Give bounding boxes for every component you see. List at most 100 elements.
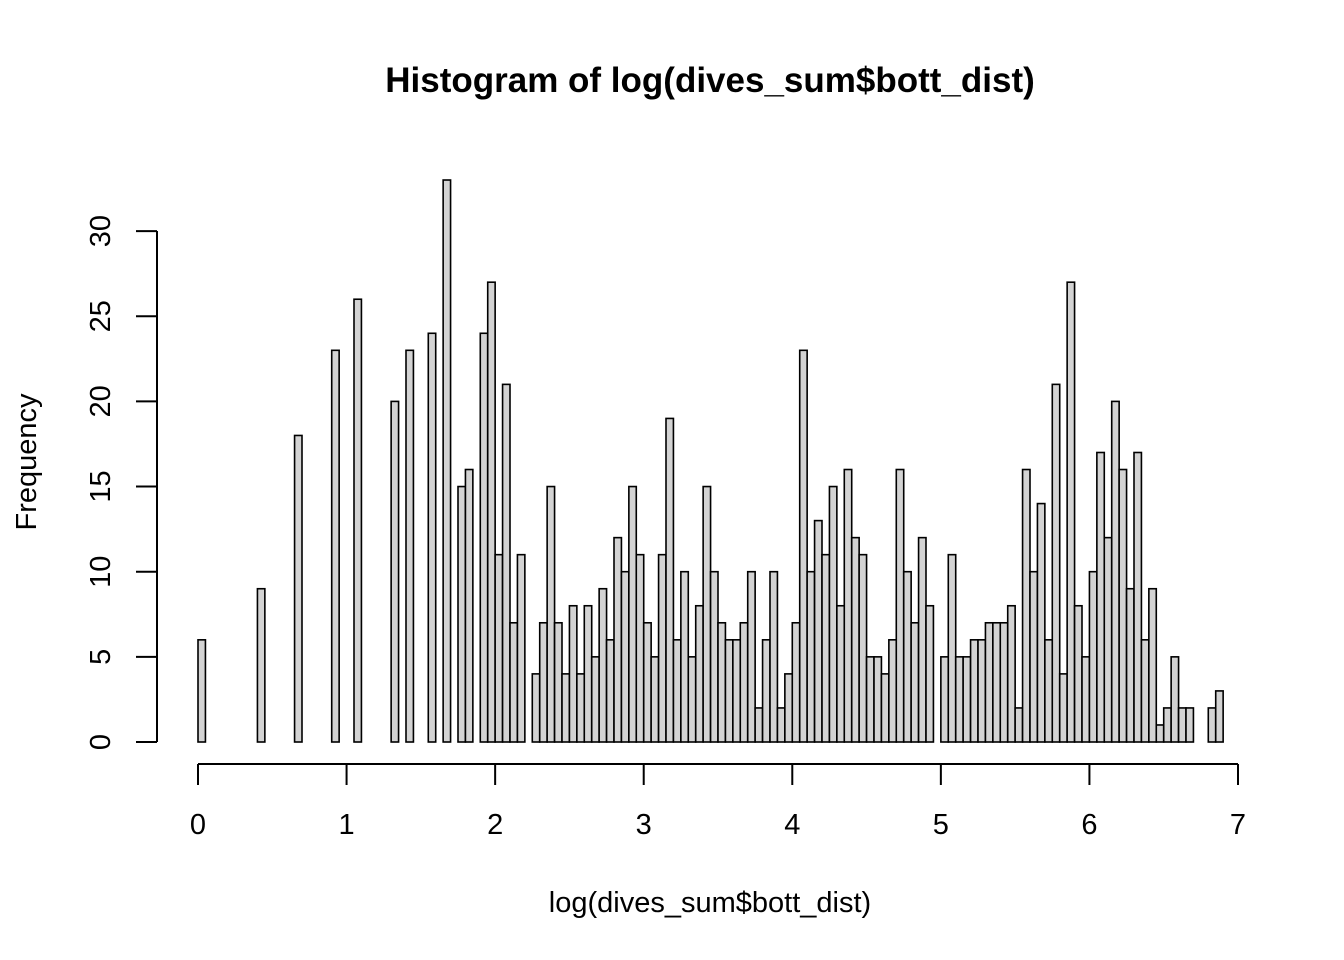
histogram-bar xyxy=(538,621,548,743)
histogram-bar xyxy=(620,570,630,743)
histogram-bar xyxy=(969,639,979,743)
histogram-bar xyxy=(776,707,786,743)
histogram-bar xyxy=(1110,400,1120,743)
y-tick-label: 5 xyxy=(85,649,117,665)
histogram-bar xyxy=(672,639,682,743)
histogram-bar xyxy=(1081,656,1091,743)
histogram-bar xyxy=(486,281,496,743)
histogram-bar xyxy=(583,604,593,743)
histogram-bar xyxy=(813,519,823,743)
histogram-bar xyxy=(680,570,690,743)
histogram-bar xyxy=(702,485,712,743)
histogram-bar xyxy=(1177,707,1187,743)
histogram-bar xyxy=(1014,707,1024,743)
histogram-bar xyxy=(724,639,734,743)
histogram-bar xyxy=(1148,587,1158,743)
histogram-bar xyxy=(746,570,756,743)
histogram-bar xyxy=(590,656,600,743)
histogram-bar xyxy=(910,621,920,743)
histogram-bar xyxy=(501,383,511,743)
histogram-bar xyxy=(865,656,875,743)
histogram-bar xyxy=(405,349,415,743)
histogram-bar xyxy=(1140,639,1150,743)
histogram-bar xyxy=(1133,451,1143,743)
histogram-bar xyxy=(709,570,719,743)
histogram-bar xyxy=(457,485,467,743)
x-tick-label: 7 xyxy=(1230,809,1246,841)
histogram-bar xyxy=(330,349,340,743)
histogram-bar xyxy=(784,673,794,743)
histogram-bar xyxy=(1088,570,1098,743)
histogram-bar xyxy=(732,639,742,743)
histogram-bar xyxy=(1029,570,1039,743)
histogram-bar xyxy=(984,621,994,743)
histogram-bar xyxy=(494,553,504,743)
histogram-bar xyxy=(1036,502,1046,743)
histogram-bar xyxy=(1066,281,1076,743)
histogram-bar xyxy=(613,536,623,743)
histogram-bar xyxy=(836,604,846,743)
histogram-bar xyxy=(1103,536,1113,743)
histogram-bar xyxy=(858,553,868,743)
histogram-bar xyxy=(256,587,266,743)
y-tick-label: 0 xyxy=(85,734,117,750)
histogram-bar xyxy=(850,536,860,743)
histogram-bar xyxy=(1162,707,1172,743)
histogram-bar xyxy=(628,485,638,743)
x-axis-label: log(dives_sum$bott_dist) xyxy=(549,887,871,919)
histogram-bar xyxy=(962,656,972,743)
histogram-bar xyxy=(1155,724,1165,743)
histogram-bar xyxy=(464,468,474,743)
histogram-bar xyxy=(925,604,935,743)
histogram-bar xyxy=(1125,587,1135,743)
histogram-bar xyxy=(1021,468,1031,743)
chart-title: Histogram of log(dives_sum$bott_dist) xyxy=(385,61,1035,100)
histogram-bar xyxy=(427,332,437,743)
histogram-bar xyxy=(940,656,950,743)
histogram-bar xyxy=(821,553,831,743)
histogram-bar xyxy=(687,656,697,743)
x-tick-label: 5 xyxy=(933,809,949,841)
histogram-bar xyxy=(479,332,489,743)
histogram-bar xyxy=(650,656,660,743)
histogram-bar xyxy=(516,553,526,743)
histogram-bar xyxy=(531,673,541,743)
histogram-bar xyxy=(888,639,898,743)
histogram-bar xyxy=(353,298,363,743)
histogram-bar xyxy=(1044,639,1054,743)
histogram-bar xyxy=(694,604,704,743)
histogram-bar xyxy=(791,621,801,743)
histogram-bar xyxy=(1051,383,1061,743)
histogram-bar xyxy=(895,468,905,743)
histogram-bar xyxy=(739,621,749,743)
x-tick-label: 4 xyxy=(784,809,800,841)
histogram-bar xyxy=(442,179,452,743)
histogram-bar xyxy=(843,468,853,743)
histogram-bar xyxy=(605,639,615,743)
histogram-bar xyxy=(717,621,727,743)
histogram-bar xyxy=(769,570,779,743)
histogram-bar xyxy=(798,349,808,743)
x-tick-label: 6 xyxy=(1081,809,1097,841)
histogram-bar xyxy=(1096,451,1106,743)
histogram-bar xyxy=(977,639,987,743)
y-axis: 0 5 10 15 20 25 30 xyxy=(85,215,158,750)
histogram-bar xyxy=(197,639,207,743)
histogram-bar xyxy=(657,553,667,743)
histogram-bar xyxy=(1185,707,1195,743)
y-tick-label: 20 xyxy=(85,385,117,417)
x-tick-label: 3 xyxy=(636,809,652,841)
histogram-bar xyxy=(947,553,957,743)
histogram-bar xyxy=(642,621,652,743)
histogram-bar xyxy=(754,707,764,743)
histogram-bar xyxy=(509,621,519,743)
histogram-bar xyxy=(880,673,890,743)
y-axis-label: Frequency xyxy=(11,393,43,531)
histogram-bar xyxy=(665,417,675,743)
histogram-bar xyxy=(293,434,303,743)
histogram-bar xyxy=(1214,690,1224,743)
histogram-bar xyxy=(390,400,400,743)
histogram-bar xyxy=(598,587,608,743)
bars-group xyxy=(197,179,1224,743)
